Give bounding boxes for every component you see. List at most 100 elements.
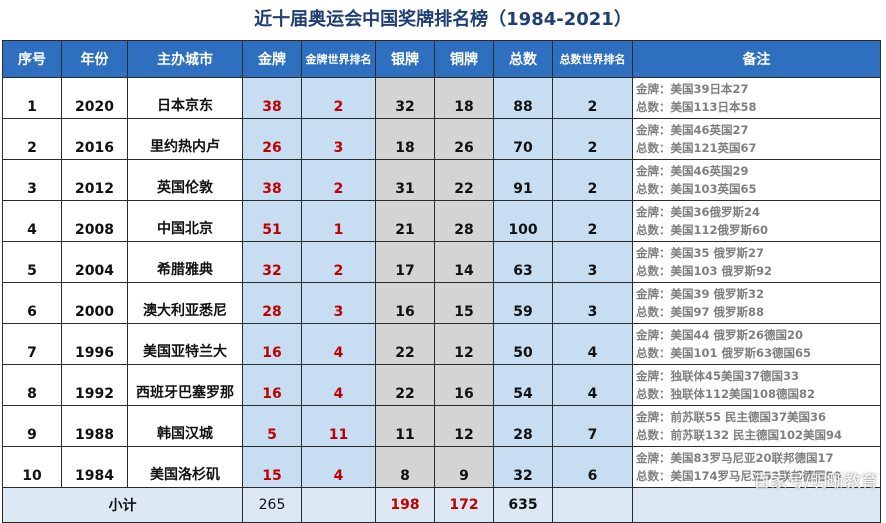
cell-index[interactable]: 3 <box>2 159 62 201</box>
cell-silver[interactable]: 16 <box>375 282 435 324</box>
cell-silver[interactable]: 18 <box>375 118 435 160</box>
cell-notes[interactable]: 金牌：美国46英国29 总数：美国103英国65 <box>632 159 881 201</box>
cell-gold-rank[interactable]: 2 <box>301 241 376 283</box>
cell-year[interactable]: 2000 <box>61 282 128 324</box>
cell-total[interactable]: 100 <box>493 200 553 242</box>
cell-city[interactable]: 澳大利亚悉尼 <box>127 282 243 324</box>
cell-bronze[interactable]: 22 <box>434 159 494 201</box>
cell-bronze[interactable]: 15 <box>434 282 494 324</box>
cell-index[interactable]: 6 <box>2 282 62 324</box>
cell-gold-rank[interactable]: 3 <box>301 282 376 324</box>
cell-index[interactable]: 2 <box>2 118 62 160</box>
cell-index[interactable]: 10 <box>2 446 62 488</box>
cell-silver[interactable]: 31 <box>375 159 435 201</box>
cell-gold-rank[interactable]: 11 <box>301 405 376 447</box>
cell-gold[interactable]: 5 <box>242 405 302 447</box>
cell-notes[interactable]: 金牌：美国39日本27 总数：美国113日本58 <box>632 77 881 119</box>
cell-index[interactable]: 4 <box>2 200 62 242</box>
cell-index[interactable]: 1 <box>2 77 62 119</box>
header-bronze[interactable]: 铜牌 <box>434 40 494 78</box>
cell-total-rank[interactable]: 2 <box>552 200 633 242</box>
cell-gold[interactable]: 51 <box>242 200 302 242</box>
header-gold[interactable]: 金牌 <box>242 40 302 78</box>
cell-gold-rank[interactable]: 4 <box>301 446 376 488</box>
cell-silver[interactable]: 22 <box>375 364 435 406</box>
cell-year[interactable]: 1988 <box>61 405 128 447</box>
cell-silver[interactable]: 11 <box>375 405 435 447</box>
cell-year[interactable]: 1984 <box>61 446 128 488</box>
summary-gold[interactable]: 265 <box>242 487 302 523</box>
summary-gold-rank[interactable] <box>301 487 376 523</box>
cell-silver[interactable]: 17 <box>375 241 435 283</box>
cell-city[interactable]: 日本京东 <box>127 77 243 119</box>
cell-year[interactable]: 2008 <box>61 200 128 242</box>
cell-gold[interactable]: 16 <box>242 364 302 406</box>
header-year[interactable]: 年份 <box>61 40 128 78</box>
cell-bronze[interactable]: 14 <box>434 241 494 283</box>
cell-bronze[interactable]: 9 <box>434 446 494 488</box>
cell-city[interactable]: 希腊雅典 <box>127 241 243 283</box>
cell-bronze[interactable]: 12 <box>434 323 494 365</box>
cell-total-rank[interactable]: 3 <box>552 282 633 324</box>
cell-index[interactable]: 8 <box>2 364 62 406</box>
cell-bronze[interactable]: 18 <box>434 77 494 119</box>
cell-gold[interactable]: 32 <box>242 241 302 283</box>
cell-total[interactable]: 28 <box>493 405 553 447</box>
cell-notes[interactable]: 金牌：美国44 俄罗斯26德国20 总数：美国101 俄罗斯63德国65 <box>632 323 881 365</box>
cell-notes[interactable]: 金牌：前苏联55 民主德国37美国36 总数：前苏联132 民主德国102美国94 <box>632 405 881 447</box>
cell-notes[interactable]: 金牌：美国36俄罗斯24 总数：美国112俄罗斯60 <box>632 200 881 242</box>
cell-total[interactable]: 91 <box>493 159 553 201</box>
cell-gold-rank[interactable]: 2 <box>301 159 376 201</box>
cell-silver[interactable]: 21 <box>375 200 435 242</box>
cell-total-rank[interactable]: 4 <box>552 323 633 365</box>
cell-index[interactable]: 9 <box>2 405 62 447</box>
cell-city[interactable]: 中国北京 <box>127 200 243 242</box>
cell-city[interactable]: 西班牙巴塞罗那 <box>127 364 243 406</box>
cell-gold[interactable]: 15 <box>242 446 302 488</box>
header-total[interactable]: 总数 <box>493 40 553 78</box>
summary-notes[interactable] <box>632 487 881 523</box>
cell-total-rank[interactable]: 2 <box>552 118 633 160</box>
cell-bronze[interactable]: 26 <box>434 118 494 160</box>
summary-bronze[interactable]: 172 <box>434 487 494 523</box>
header-gold-rank[interactable]: 金牌世界排名 <box>301 40 376 78</box>
cell-total[interactable]: 50 <box>493 323 553 365</box>
cell-notes[interactable]: 金牌：美国46英国27 总数：美国121英国67 <box>632 118 881 160</box>
cell-total-rank[interactable]: 3 <box>552 241 633 283</box>
cell-gold[interactable]: 26 <box>242 118 302 160</box>
cell-total-rank[interactable]: 6 <box>552 446 633 488</box>
cell-total-rank[interactable]: 2 <box>552 77 633 119</box>
cell-total[interactable]: 59 <box>493 282 553 324</box>
summary-total[interactable]: 635 <box>493 487 553 523</box>
cell-index[interactable]: 5 <box>2 241 62 283</box>
summary-silver[interactable]: 198 <box>375 487 435 523</box>
cell-total-rank[interactable]: 2 <box>552 159 633 201</box>
cell-city[interactable]: 美国洛杉矶 <box>127 446 243 488</box>
cell-index[interactable]: 7 <box>2 323 62 365</box>
cell-year[interactable]: 2020 <box>61 77 128 119</box>
cell-silver[interactable]: 32 <box>375 77 435 119</box>
cell-total[interactable]: 70 <box>493 118 553 160</box>
cell-year[interactable]: 2016 <box>61 118 128 160</box>
summary-label[interactable]: 小计 <box>2 487 243 523</box>
cell-silver[interactable]: 22 <box>375 323 435 365</box>
header-silver[interactable]: 银牌 <box>375 40 435 78</box>
cell-total-rank[interactable]: 4 <box>552 364 633 406</box>
cell-total-rank[interactable]: 7 <box>552 405 633 447</box>
cell-notes[interactable]: 金牌：美国39 俄罗斯32 总数：美国97 俄罗斯88 <box>632 282 881 324</box>
cell-silver[interactable]: 8 <box>375 446 435 488</box>
cell-total[interactable]: 54 <box>493 364 553 406</box>
header-city[interactable]: 主办城市 <box>127 40 243 78</box>
cell-gold-rank[interactable]: 2 <box>301 77 376 119</box>
summary-total-rank[interactable] <box>552 487 633 523</box>
cell-city[interactable]: 英国伦敦 <box>127 159 243 201</box>
cell-gold[interactable]: 28 <box>242 282 302 324</box>
cell-city[interactable]: 韩国汉城 <box>127 405 243 447</box>
cell-total[interactable]: 63 <box>493 241 553 283</box>
cell-bronze[interactable]: 12 <box>434 405 494 447</box>
header-notes[interactable]: 备注 <box>632 40 881 78</box>
cell-gold[interactable]: 16 <box>242 323 302 365</box>
header-total-rank[interactable]: 总数世界排名 <box>552 40 633 78</box>
header-index[interactable]: 序号 <box>2 40 62 78</box>
cell-notes[interactable]: 金牌：独联体45美国37德国33 总数：独联体112美国108德国82 <box>632 364 881 406</box>
